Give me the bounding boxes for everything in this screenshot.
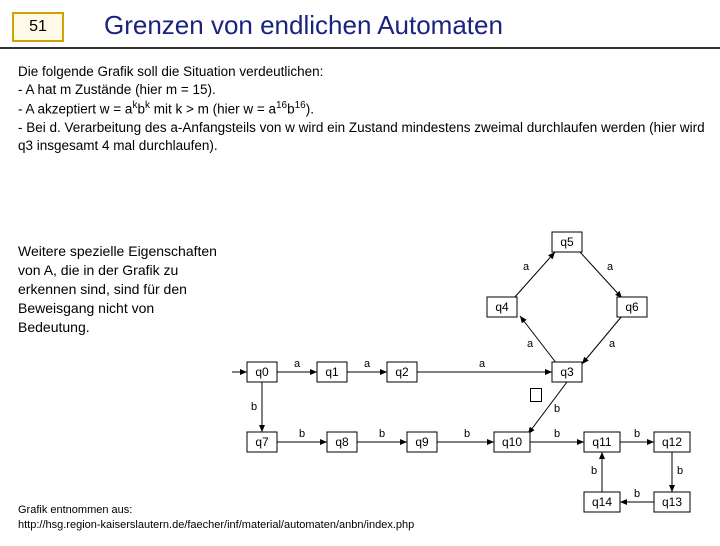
edge-label-q0-q7: b [251,401,257,413]
edge-label-q6-q3: a [609,338,616,350]
node-label-q11: q11 [592,435,611,449]
edge-label-q8-q9: b [379,428,385,440]
para-line-3c: mit k > m (hier w = a [150,102,276,117]
para-line-1: Die folgende Grafik soll die Situation v… [18,64,323,79]
source-l1: Grafik entnommen aus: [18,504,132,516]
slide-header: 51 Grenzen von endlichen Automaten [0,6,720,49]
edge-label-q2-q3: a [479,358,486,370]
edge-label-q12-q13: b [677,465,683,477]
para-line-3e: ). [306,102,314,117]
edge-label-q0-q1: a [294,358,301,370]
edge-label-q14-q11: b [591,465,597,477]
edge-label-q5-q6: a [607,261,614,273]
edge-label-q3-q10: b [554,403,560,415]
node-label-q1: q1 [325,365,339,379]
edge-q6-q3 [582,316,622,364]
edge-q4-q5 [514,252,555,298]
node-label-q13: q13 [662,495,682,509]
edge-label-q3-q4: a [527,338,534,350]
para-line-3d: b [287,102,295,117]
edge-label-q4-q5: a [523,261,530,273]
node-label-q12: q12 [662,435,682,449]
source-citation: Grafik entnommen aus: http://hsg.region-… [18,503,414,532]
para-line-3b: b [137,102,145,117]
edge-q3-q4 [520,316,557,364]
para-line-2: - A hat m Zustände (hier m = 15). [18,82,216,97]
source-l2: http://hsg.region-kaiserslautern.de/faec… [18,519,414,531]
edge-label-q13-q14: b [634,488,640,500]
page-number: 51 [29,18,47,35]
main-paragraph: Die folgende Grafik soll die Situation v… [18,63,706,156]
side-note: Weitere spezielle Eigenschaften von A, d… [18,242,218,336]
node-label-q4: q4 [495,300,509,314]
node-label-q2: q2 [395,365,409,379]
node-label-q5: q5 [560,235,574,249]
automaton-diagram: a a a a a a a b b b b b b b b b b q0 q1 q2 q3 q4 q5 q6 q7 q8 q9 q1… [232,212,720,532]
node-label-q10: q10 [502,435,522,449]
sup-16-2: 16 [295,100,306,111]
marker-box [530,388,542,402]
node-label-q7: q7 [255,435,269,449]
node-label-q14: q14 [592,495,612,509]
edge-label-q10-q11: b [554,428,560,440]
para-line-3a: - A akzeptiert w = a [18,102,132,117]
edge-q5-q6 [580,252,622,298]
para-line-4: - Bei d. Verarbeitung des a-Anfangsteils… [18,120,705,153]
node-label-q8: q8 [335,435,349,449]
edge-label-q1-q2: a [364,358,371,370]
edge-label-q11-q12: b [634,428,640,440]
node-label-q6: q6 [625,300,639,314]
node-label-q3: q3 [560,365,574,379]
node-label-q0: q0 [255,365,269,379]
slide-title: Grenzen von endlichen Automaten [104,6,503,47]
edge-label-q9-q10: b [464,428,470,440]
sup-16-1: 16 [276,100,287,111]
edge-label-q7-q8: b [299,428,305,440]
node-label-q9: q9 [415,435,429,449]
page-number-box: 51 [12,12,64,42]
